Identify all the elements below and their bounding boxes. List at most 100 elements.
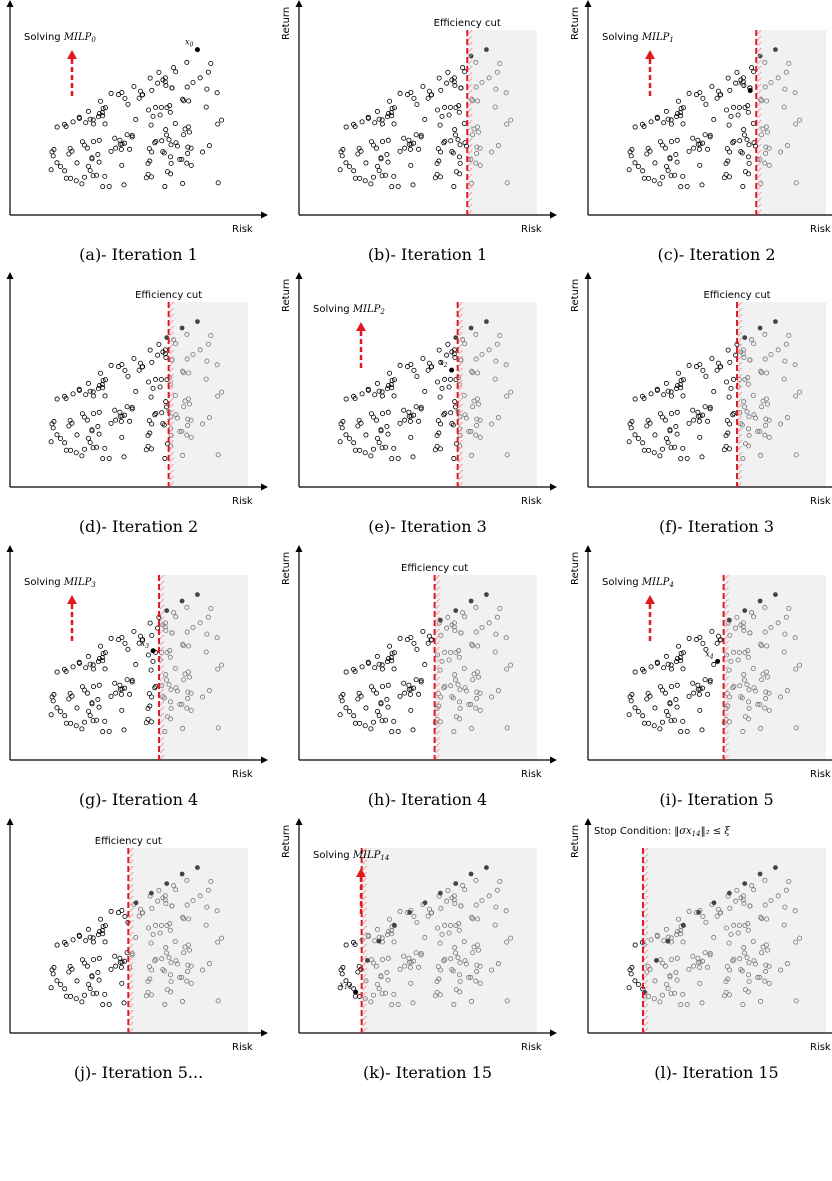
portfolio-point [411,367,417,373]
cut-hatch [643,961,649,967]
portfolio-point [413,950,419,956]
portfolio-point [180,180,186,186]
portfolio-point [108,635,114,641]
portfolio-point [736,104,742,110]
portfolio-point [456,648,462,654]
up-arrow-icon [67,595,77,604]
portfolio-point [391,445,397,451]
portfolio-point [669,139,675,145]
portfolio-point [740,620,746,626]
portfolio-point [208,61,214,67]
portfolio-point [408,413,414,419]
portfolio-point [148,394,154,400]
portfolio-point [156,341,162,347]
cut-hatch [724,646,729,652]
portfolio-point [426,88,432,94]
portfolio-point [678,729,684,735]
cut-hatch [724,622,729,628]
portfolio-point [121,1000,127,1006]
portfolio-point [214,362,220,368]
cut-hatch [129,973,134,979]
portfolio-point [362,723,368,729]
portfolio-point [737,683,743,689]
portfolio-point [418,677,424,683]
y-axis-arrow-icon [584,818,592,825]
cut-hatch [643,973,649,979]
portfolio-point [473,604,479,610]
portfolio-point [690,953,696,959]
portfolio-point [644,423,650,429]
portfolio-point [343,396,349,402]
portfolio-point [665,168,671,174]
efficient-point [453,608,459,613]
portfolio-point [51,692,57,698]
portfolio-point [180,725,186,731]
panel-caption: (e)- Iteration 3 [368,517,487,536]
portfolio-point [156,69,162,75]
portfolio-point [74,432,80,438]
portfolio-point [405,364,411,370]
portfolio-point [339,153,345,159]
portfolio-point [741,901,747,907]
portfolio-point [508,935,514,941]
portfolio-point [735,657,741,663]
efficient-point [133,900,139,906]
cut-hatch [643,1009,649,1015]
portfolio-point [641,942,647,948]
portfolio-point [125,101,131,107]
cut-hatch [129,913,134,919]
portfolio-point [741,672,747,678]
portfolio-point [745,381,751,387]
portfolio-point [190,625,196,631]
portfolio-point [686,693,692,699]
portfolio-point [117,409,123,415]
panel-g: Risk Return x3 Solving MILP3 (g)- Iteration … [0,545,277,908]
cut-hatch [435,646,440,652]
cut-hatch [159,592,165,598]
portfolio-point [444,80,450,86]
portfolio-point [89,700,95,706]
portfolio-point [158,104,164,110]
portfolio-point [102,650,108,656]
efficient-point [757,871,763,877]
portfolio-point [632,396,638,402]
portfolio-point [102,445,108,451]
portfolio-point [374,380,380,386]
portfolio-point [757,974,763,980]
portfolio-point [457,960,463,966]
portfolio-point [462,887,468,893]
portfolio-point [462,341,468,347]
portfolio-point [168,154,174,160]
portfolio-point [391,377,397,383]
portfolio-point [69,148,75,154]
portfolio-point [395,728,401,734]
efficient-point [484,319,489,324]
portfolio-point [83,938,89,944]
x-axis-label: Risk [810,224,831,235]
cut-hatch [169,343,174,349]
portfolio-point [492,649,498,655]
x-axis-arrow-icon [261,211,268,219]
portfolio-point [155,898,161,904]
portfolio-point [700,95,706,101]
portfolio-point [63,396,69,402]
cut-hatch [643,901,649,907]
cut-hatch [362,937,367,943]
portfolio-point [167,654,173,660]
portfolio-point [346,435,352,441]
cut-hatch [159,682,165,688]
cut-hatch [129,1021,134,1027]
portfolio-point [81,719,87,725]
portfolio-point [136,367,142,373]
portfolio-point [680,105,686,111]
portfolio-point [148,940,154,946]
portfolio-point [462,614,468,620]
portfolio-point [90,991,96,997]
cut-hatch [458,325,463,331]
cut-hatch [362,1021,367,1027]
portfolio-point [108,148,114,154]
cut-hatch [159,586,165,592]
portfolio-point [684,1001,690,1007]
cut-hatch [724,628,729,634]
portfolio-point [759,916,765,922]
